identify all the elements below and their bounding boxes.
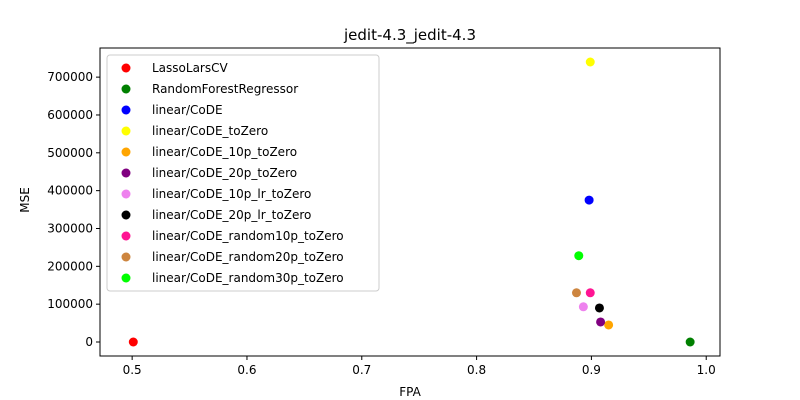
y-tick-label: 700000	[47, 70, 93, 84]
data-point	[128, 337, 138, 347]
x-axis-label: FPA	[399, 385, 421, 399]
legend: LassoLarsCV RandomForestRegressor linear/C…	[106, 54, 380, 292]
y-tick-label: 500000	[47, 146, 93, 160]
axis-ticks: 0.5 0.6 0.7 0.8 0.9 1.0 0 100000 200000 300000 400…	[47, 70, 716, 377]
x-tick-label: 0.6	[237, 363, 256, 377]
legend-entry-label: linear/CoDE_10p_lr_toZero	[152, 187, 311, 201]
y-tick-label: 300000	[47, 221, 93, 235]
legend-marker	[121, 147, 131, 157]
chart-title: jedit-4.3_jedit-4.3	[343, 26, 476, 45]
legend-marker	[121, 189, 131, 199]
legend-entry-label: linear/CoDE	[152, 103, 223, 117]
y-tick-label: 0	[85, 335, 93, 349]
legend-entry-label: LassoLarsCV	[152, 61, 228, 75]
legend-marker	[121, 126, 131, 136]
legend-entry-label: linear/CoDE_random30p_toZero	[152, 271, 344, 285]
legend-marker	[121, 63, 131, 73]
data-points	[128, 57, 695, 347]
y-tick-label: 100000	[47, 297, 93, 311]
y-tick-label: 600000	[47, 108, 93, 122]
data-point	[585, 57, 595, 67]
legend-entry-label: linear/CoDE_20p_lr_toZero	[152, 208, 311, 222]
x-tick-label: 0.7	[352, 363, 371, 377]
legend-marker	[121, 210, 131, 220]
plot-frame	[99, 47, 721, 357]
data-point	[578, 302, 588, 312]
legend-marker	[121, 273, 131, 283]
legend-marker	[121, 231, 131, 241]
data-point	[571, 288, 581, 298]
legend-marker	[121, 168, 131, 178]
x-tick-label: 0.5	[123, 363, 142, 377]
data-point	[574, 251, 584, 261]
legend-entry-label: linear/CoDE_10p_toZero	[152, 145, 297, 159]
legend-entry-label: linear/CoDE_20p_toZero	[152, 166, 297, 180]
legend-entry-label: RandomForestRegressor	[152, 82, 298, 96]
y-tick-label: 400000	[47, 184, 93, 198]
data-point	[596, 317, 606, 327]
x-tick-label: 1.0	[697, 363, 716, 377]
data-point	[594, 303, 604, 313]
legend-marker	[121, 84, 131, 94]
legend-frame	[106, 54, 380, 292]
legend-entry-label: linear/CoDE_random20p_toZero	[152, 250, 344, 264]
data-point	[584, 195, 594, 205]
legend-entry-label: linear/CoDE_toZero	[152, 124, 268, 138]
legend-marker	[121, 252, 131, 262]
data-point	[585, 288, 595, 298]
legend-entry-label: linear/CoDE_random10p_toZero	[152, 229, 344, 243]
x-tick-label: 0.8	[467, 363, 486, 377]
y-axis-label: MSE	[18, 187, 32, 213]
legend-marker	[121, 105, 131, 115]
data-point	[685, 337, 695, 347]
y-tick-label: 200000	[47, 259, 93, 273]
data-point	[604, 320, 614, 330]
x-tick-label: 0.9	[582, 363, 601, 377]
